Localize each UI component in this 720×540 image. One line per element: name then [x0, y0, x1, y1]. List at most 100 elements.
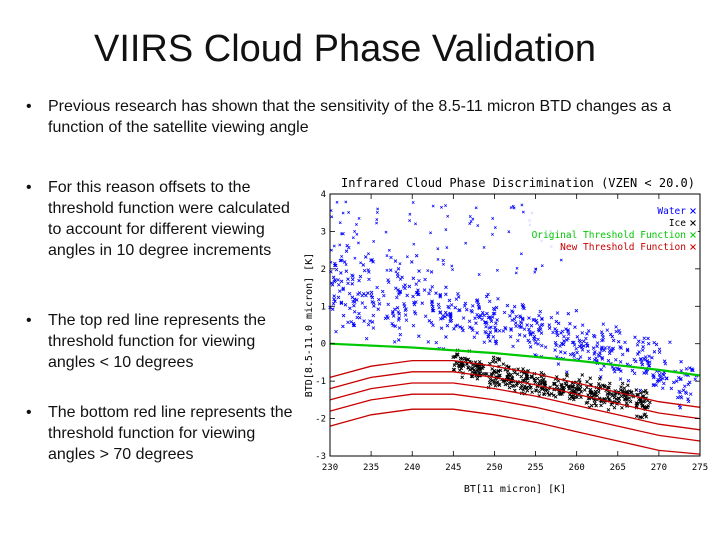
water-point: [586, 349, 590, 354]
water-point: [580, 331, 585, 335]
water-point: [347, 291, 352, 296]
water-point: [511, 204, 515, 208]
water-point: [411, 294, 415, 299]
ice-point: [463, 358, 468, 363]
water-point: [640, 348, 645, 352]
water-point: [408, 219, 412, 222]
water-point: [518, 320, 523, 324]
ice-point: [572, 397, 576, 402]
ice-point: [641, 400, 646, 404]
water-point: [357, 241, 360, 245]
water-point: [438, 293, 442, 298]
water-point: [398, 289, 402, 294]
water-point: [430, 302, 434, 307]
water-point: [625, 348, 630, 353]
water-point: [511, 344, 515, 349]
ice-point: [466, 357, 471, 362]
water-point: [482, 313, 486, 318]
ice-point: [543, 382, 547, 386]
ice-point: [644, 415, 649, 419]
ice-point: [498, 373, 502, 378]
water-point: [679, 359, 683, 364]
x-tick-label: 260: [569, 463, 585, 473]
water-point: [490, 315, 495, 319]
water-point: [474, 206, 478, 210]
y-tick-label: -1: [315, 377, 326, 387]
water-point: [636, 339, 641, 344]
water-point: [630, 368, 635, 373]
water-point: [618, 377, 623, 381]
water-point: [532, 317, 536, 322]
water-point: [514, 324, 518, 329]
water-point: [528, 345, 533, 349]
water-point: [353, 229, 357, 233]
water-point: [359, 261, 363, 265]
water-point: [431, 308, 436, 313]
water-point: [663, 361, 668, 366]
water-point: [529, 331, 533, 336]
water-point: [636, 352, 640, 356]
ice-point: [522, 378, 527, 383]
water-point: [477, 306, 482, 311]
bullet-text: The bottom red line represents the thres…: [48, 404, 293, 463]
water-point: [514, 271, 518, 275]
water-point: [444, 204, 447, 208]
water-point: [553, 348, 557, 352]
water-point: [654, 383, 659, 387]
water-point: [489, 325, 493, 329]
water-point: [333, 263, 338, 268]
water-point: [340, 255, 344, 258]
scatter-chart: Infrared Cloud Phase Discrimination (VZE…: [304, 176, 708, 495]
water-point: [647, 354, 651, 359]
water-point: [404, 318, 409, 322]
ice-point: [460, 356, 465, 361]
water-point: [396, 338, 401, 342]
ice-point: [620, 405, 624, 410]
ice-point: [578, 384, 583, 389]
water-point: [352, 309, 357, 314]
ice-point: [472, 371, 476, 375]
water-point: [470, 304, 475, 308]
water-point: [585, 332, 589, 336]
water-point: [371, 301, 376, 305]
water-point: [639, 357, 643, 361]
water-point: [403, 283, 407, 287]
bullet-marker: •: [26, 404, 32, 421]
ice-point: [614, 397, 618, 401]
ice-point: [470, 374, 475, 379]
ice-point: [489, 372, 494, 376]
x-tick-label: 275: [692, 463, 708, 473]
ice-point: [535, 376, 540, 381]
water-point: [486, 334, 491, 339]
water-point: [366, 322, 371, 327]
water-point: [566, 311, 571, 316]
water-point: [539, 343, 544, 348]
water-point: [429, 270, 434, 274]
bullet-marker: •: [26, 179, 32, 196]
water-point: [341, 211, 345, 215]
ice-point: [562, 385, 567, 390]
water-point: [678, 394, 683, 399]
water-point: [456, 295, 461, 299]
water-point: [449, 318, 454, 323]
ice-point: [505, 382, 510, 386]
water-point: [357, 278, 361, 283]
water-point: [535, 321, 539, 325]
water-point: [528, 332, 533, 337]
ice-point: [645, 405, 650, 410]
ice-point: [585, 379, 589, 384]
water-point: [341, 313, 346, 318]
water-point: [474, 321, 478, 325]
water-point: [493, 226, 497, 230]
water-point: [502, 310, 507, 315]
ice-point: [612, 405, 617, 410]
water-point: [385, 254, 389, 258]
water-point: [471, 217, 475, 221]
water-point: [687, 366, 692, 370]
x-tick-label: 250: [486, 463, 502, 473]
ice-point: [606, 395, 610, 399]
water-point: [494, 328, 498, 332]
water-point: [344, 249, 349, 253]
water-point: [591, 333, 596, 338]
water-point: [343, 303, 348, 307]
